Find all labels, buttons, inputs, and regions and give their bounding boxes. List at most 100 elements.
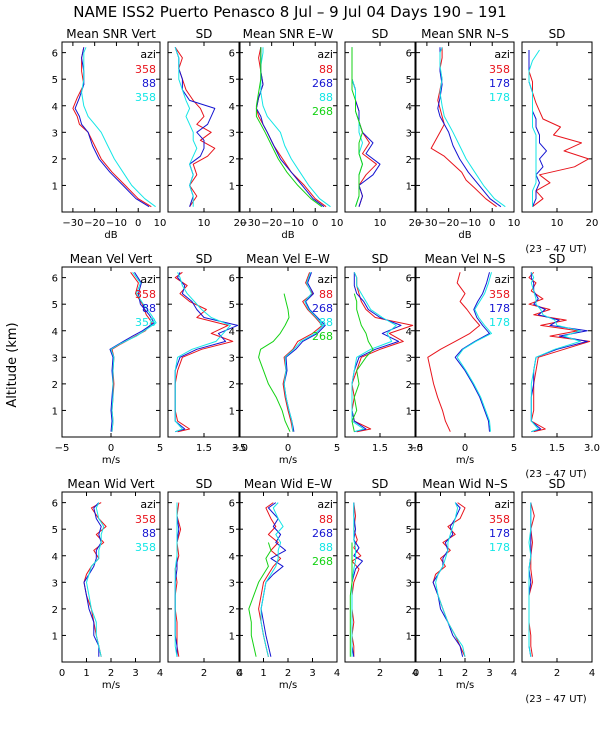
y-tick-label: 2 — [406, 155, 412, 166]
y-tick-label: 2 — [52, 380, 58, 391]
series-line-green — [351, 293, 374, 432]
legend-heading: azi — [494, 498, 510, 511]
x-tick-label: 1.5 — [372, 443, 388, 454]
legend-entry: 178 — [489, 302, 510, 315]
x-tick-label: −5 — [409, 443, 424, 454]
y-tick-label: 5 — [52, 75, 58, 86]
legend-heading: azi — [317, 273, 333, 286]
legend-entry: 268 — [312, 555, 333, 568]
y-tick-label: 4 — [406, 102, 412, 113]
x-tick-label: 3 — [309, 668, 315, 679]
legend-heading: azi — [140, 48, 156, 61]
series-line-blue — [432, 502, 464, 657]
y-tick-label: 1 — [406, 181, 412, 192]
y-tick-label: 5 — [52, 525, 58, 536]
series-line-red — [174, 271, 234, 433]
x-tick-label: 1 — [260, 668, 266, 679]
y-tick-label: 3 — [406, 353, 412, 364]
plot-frame — [415, 41, 515, 213]
y-tick-label: 6 — [406, 499, 412, 510]
x-tick-label: 0 — [59, 668, 65, 679]
y-tick-label: 4 — [229, 327, 235, 338]
x-axis-unit-label: m/s — [456, 455, 474, 466]
panel-title: SD — [549, 477, 566, 491]
panel-vel-sd-5: SD 1.5 3.0 — [521, 252, 600, 454]
panel-title: SD — [549, 252, 566, 266]
panel-vel-sd-3: SD 1.5 3.0 — [344, 252, 423, 454]
series-line-green — [349, 542, 353, 657]
x-axis-unit-label: dB — [458, 230, 471, 241]
legend-entry: 358 — [135, 63, 156, 76]
series-line-cyan — [81, 47, 156, 208]
x-tick-label: 2 — [554, 668, 560, 679]
y-tick-label: 4 — [52, 327, 58, 338]
legend-heading: azi — [317, 48, 333, 61]
x-tick-label: 0 — [108, 443, 114, 454]
y-tick-label: 3 — [229, 128, 235, 139]
plot-frame — [521, 491, 593, 663]
y-tick-label: 1 — [229, 631, 235, 642]
y-tick-label: 1 — [52, 406, 58, 417]
series-line-cyan — [110, 272, 157, 432]
series-line-red — [528, 50, 589, 208]
legend-entry: 268 — [312, 527, 333, 540]
legend-heading: azi — [140, 498, 156, 511]
x-tick-label: −10 — [106, 218, 127, 229]
x-tick-label: 1.5 — [549, 443, 565, 454]
x-axis-unit-label: m/s — [102, 680, 120, 691]
panel-snr-sd-1: SD 10 20 — [167, 27, 246, 229]
series-line-red — [351, 47, 377, 207]
y-tick-label: 6 — [406, 274, 412, 285]
panel-title: Mean SNR N–S — [421, 27, 509, 41]
panel-title: SD — [549, 27, 566, 41]
x-tick-label: 0 — [413, 668, 419, 679]
y-tick-label: 5 — [406, 525, 412, 536]
y-tick-label: 6 — [229, 499, 235, 510]
legend-entry: 178 — [489, 316, 510, 329]
y-tick-label: 2 — [229, 605, 235, 616]
x-axis-unit-label: dB — [281, 230, 294, 241]
y-tick-label: 2 — [229, 380, 235, 391]
y-tick-label: 2 — [52, 605, 58, 616]
time-range-note: (23 – 47 UT) — [525, 469, 586, 480]
y-tick-label: 1 — [52, 181, 58, 192]
panel-snr-sd-5: SD 10 20 — [521, 27, 598, 229]
panel-title: Mean Vel E–W — [246, 252, 330, 266]
y-tick-label: 6 — [52, 274, 58, 285]
y-tick-label: 3 — [406, 578, 412, 589]
time-range-note: (23 – 47 UT) — [525, 244, 586, 255]
x-tick-label: −5 — [232, 443, 247, 454]
series-line-cyan — [530, 272, 581, 433]
legend-heading: azi — [317, 498, 333, 511]
legend-entry: 358 — [135, 316, 156, 329]
y-tick-label: 3 — [229, 578, 235, 589]
series-line-green — [248, 542, 272, 657]
y-tick-label: 2 — [406, 380, 412, 391]
legend-entry: 178 — [489, 77, 510, 90]
y-tick-label: 5 — [406, 300, 412, 311]
y-tick-label: 6 — [229, 274, 235, 285]
series-line-red — [255, 47, 327, 208]
series-line-red — [427, 272, 481, 432]
x-tick-label: 4 — [511, 668, 517, 679]
y-tick-label: 3 — [229, 353, 235, 364]
series-line-cyan — [260, 502, 284, 657]
legend-entry: 268 — [312, 302, 333, 315]
legend-entry: 88 — [142, 77, 156, 90]
series-line-blue — [255, 47, 325, 208]
series-line-cyan — [528, 49, 540, 207]
panel-title: SD — [196, 477, 213, 491]
x-axis-unit-label: m/s — [456, 680, 474, 691]
y-tick-label: 4 — [406, 552, 412, 563]
series-line-red — [258, 502, 282, 657]
series-line-blue — [454, 272, 490, 432]
x-tick-label: 3.0 — [584, 443, 600, 454]
x-tick-label: 4 — [237, 668, 243, 679]
series-line-blue — [437, 47, 502, 208]
